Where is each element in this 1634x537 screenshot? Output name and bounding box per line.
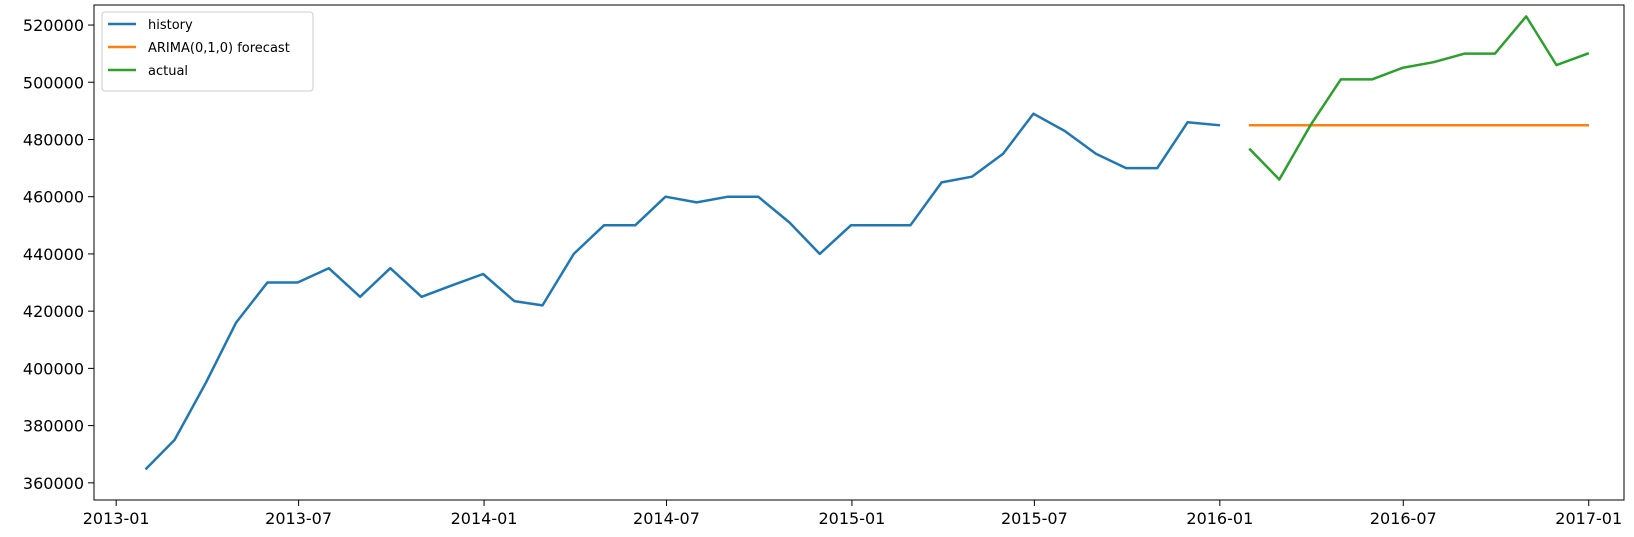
y-tick-label: 420000 [23,302,84,321]
y-tick-label: 400000 [23,359,84,378]
x-tick-label: 2014-07 [633,509,700,528]
x-tick-label: 2015-01 [819,509,886,528]
legend-label-2: actual [148,64,188,79]
y-tick-label: 520000 [23,16,84,35]
plot-frame [93,4,1625,501]
y-axis: 360000 380000 400000 420000 440000 460000 4800… [23,16,94,493]
x-tick-label: 2013-01 [83,509,150,528]
legend: history ARIMA(0,1,0) forecast actual [101,11,314,92]
series-line-2 [1248,15,1590,181]
legend-label-1: ARIMA(0,1,0) forecast [148,41,290,56]
x-tick-label: 2014-01 [451,509,518,528]
x-tick-label: 2017-01 [1555,509,1622,528]
series-line-0 [144,112,1221,471]
y-tick-label: 360000 [23,474,84,493]
series-layer [144,15,1590,471]
y-tick-label: 440000 [23,245,84,264]
x-axis: 2013-01 2013-07 2014-01 2014-07 2015-01 2015-… [83,500,1622,528]
x-tick-label: 2015-07 [1001,509,1068,528]
x-tick-label: 2013-07 [265,509,332,528]
legend-box [101,11,314,92]
legend-label-0: history [148,18,193,33]
y-tick-label: 380000 [23,417,84,436]
x-tick-label: 2016-01 [1186,509,1253,528]
x-tick-label: 2016-07 [1370,509,1437,528]
y-tick-label: 460000 [23,188,84,207]
y-tick-label: 500000 [23,73,84,92]
y-tick-label: 480000 [23,130,84,149]
